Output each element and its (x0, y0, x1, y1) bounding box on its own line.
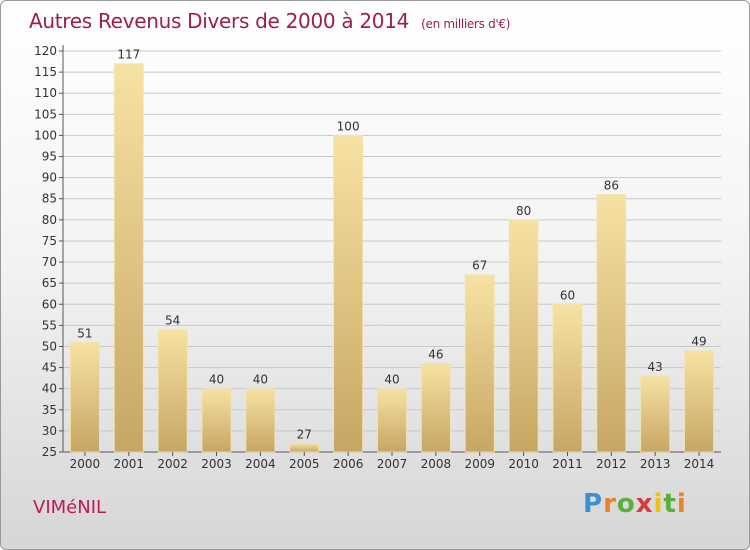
x-tick-label: 2013 (640, 457, 671, 471)
bar (508, 219, 539, 453)
y-tick-label: 100 (34, 128, 57, 142)
proxiti-logo: Proxiti (583, 489, 687, 519)
x-tick-label: 2011 (552, 457, 583, 471)
y-tick-label: 25 (42, 445, 57, 459)
x-tick-label: 2008 (421, 457, 452, 471)
bar (333, 135, 364, 453)
bar (201, 388, 232, 453)
x-tick-label: 2005 (289, 457, 320, 471)
y-tick-label: 45 (42, 361, 57, 375)
bar (464, 274, 495, 453)
bar (157, 329, 188, 453)
y-tick-label: 60 (42, 297, 57, 311)
data-label: 67 (472, 259, 487, 273)
x-tick-label: 2010 (508, 457, 539, 471)
x-tick-label: 2003 (201, 457, 232, 471)
x-tick-label: 2000 (70, 457, 101, 471)
data-label: 49 (691, 335, 706, 349)
bar (70, 341, 100, 453)
y-tick-label: 40 (42, 382, 57, 396)
data-label: 40 (384, 373, 399, 387)
chart-title: Autres Revenus Divers de 2000 à 2014 (en… (29, 9, 510, 33)
data-label: 43 (648, 360, 663, 374)
bars (70, 63, 714, 453)
x-tick-label: 2006 (333, 457, 364, 471)
bar (289, 443, 320, 453)
y-tick-label: 70 (42, 255, 57, 269)
y-tick-label: 115 (34, 65, 57, 79)
data-label: 27 (297, 428, 312, 442)
y-tick-label: 85 (42, 192, 57, 206)
data-label: 86 (604, 179, 619, 193)
data-label: 54 (165, 314, 180, 328)
y-tick-label: 50 (42, 339, 57, 353)
y-tick-label: 120 (34, 44, 57, 58)
data-label: 60 (560, 288, 575, 302)
y-tick-label: 105 (34, 107, 57, 121)
x-tick-labels: 2000 2001 2002 2003 2004 2005 2006 2007 2008 2009… (70, 452, 715, 471)
data-label: 40 (253, 373, 268, 387)
data-label: 46 (428, 347, 443, 361)
bar (245, 388, 276, 453)
chart-subtitle: (en milliers d'€) (421, 17, 511, 31)
bar (596, 194, 627, 453)
y-tick-label: 95 (42, 150, 57, 164)
y-tick-label: 55 (42, 318, 57, 332)
y-tick-label: 75 (42, 234, 57, 248)
chart-title-text: Autres Revenus Divers de 2000 à 2014 (29, 9, 410, 33)
x-tick-label: 2001 (114, 457, 145, 471)
y-tick-label: 90 (42, 171, 57, 185)
y-tick-label: 35 (42, 403, 57, 417)
x-tick-label: 2007 (377, 457, 408, 471)
y-tick-label: 65 (42, 276, 57, 290)
x-tick-label: 2002 (157, 457, 188, 471)
bar (552, 303, 583, 453)
x-tick-label: 2009 (464, 457, 495, 471)
commune-name: VIMéNIL (33, 497, 107, 518)
x-tick-label: 2004 (245, 457, 276, 471)
bar (377, 388, 407, 453)
data-label: 117 (117, 48, 140, 62)
bar (420, 362, 451, 453)
data-labels: 51 117 54 40 40 27 100 40 46 67 80 60 86 43 49 (77, 48, 706, 442)
data-label: 100 (337, 119, 360, 133)
x-tick-label: 2012 (596, 457, 627, 471)
y-tick-labels: 25 30 35 40 45 50 55 60 65 70 75 80 85 90 95 100 105 110 1… (34, 44, 57, 459)
data-label: 40 (209, 373, 224, 387)
data-label: 51 (77, 326, 92, 340)
bar (113, 63, 144, 453)
data-label: 80 (516, 204, 531, 218)
bar (684, 350, 714, 453)
y-tick-label: 110 (34, 86, 57, 100)
y-tick-label: 80 (42, 213, 57, 227)
bar (640, 375, 671, 453)
x-tick-label: 2014 (684, 457, 715, 471)
y-tick-label: 30 (42, 424, 57, 438)
